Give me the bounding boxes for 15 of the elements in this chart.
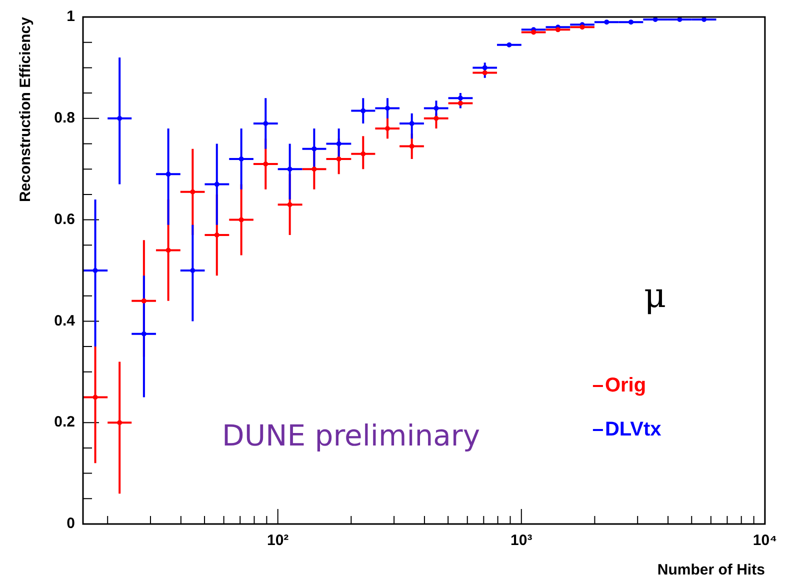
y-tick-label: 0.2 — [54, 414, 75, 431]
y-tick-label: 0 — [66, 515, 75, 532]
annotation: μ — [644, 276, 666, 316]
annotation: DUNE preliminary — [222, 418, 480, 453]
y-tick-label: 0.6 — [54, 210, 75, 228]
y-axis-title: Reconstruction Efficiency — [17, 16, 34, 202]
y-tick-label: 1 — [66, 8, 75, 26]
y-tick-label: 0.8 — [54, 110, 75, 127]
x-tick-label: 10³ — [510, 532, 532, 550]
x-axis-title: Number of Hits — [657, 562, 765, 579]
y-tick-label: 0.4 — [54, 312, 76, 330]
x-tick-label: 10² — [266, 532, 289, 550]
legend-label: DLVtx — [604, 418, 662, 441]
x-tick-label: 10⁴ — [752, 532, 778, 550]
legend-label: Orig — [604, 374, 646, 397]
